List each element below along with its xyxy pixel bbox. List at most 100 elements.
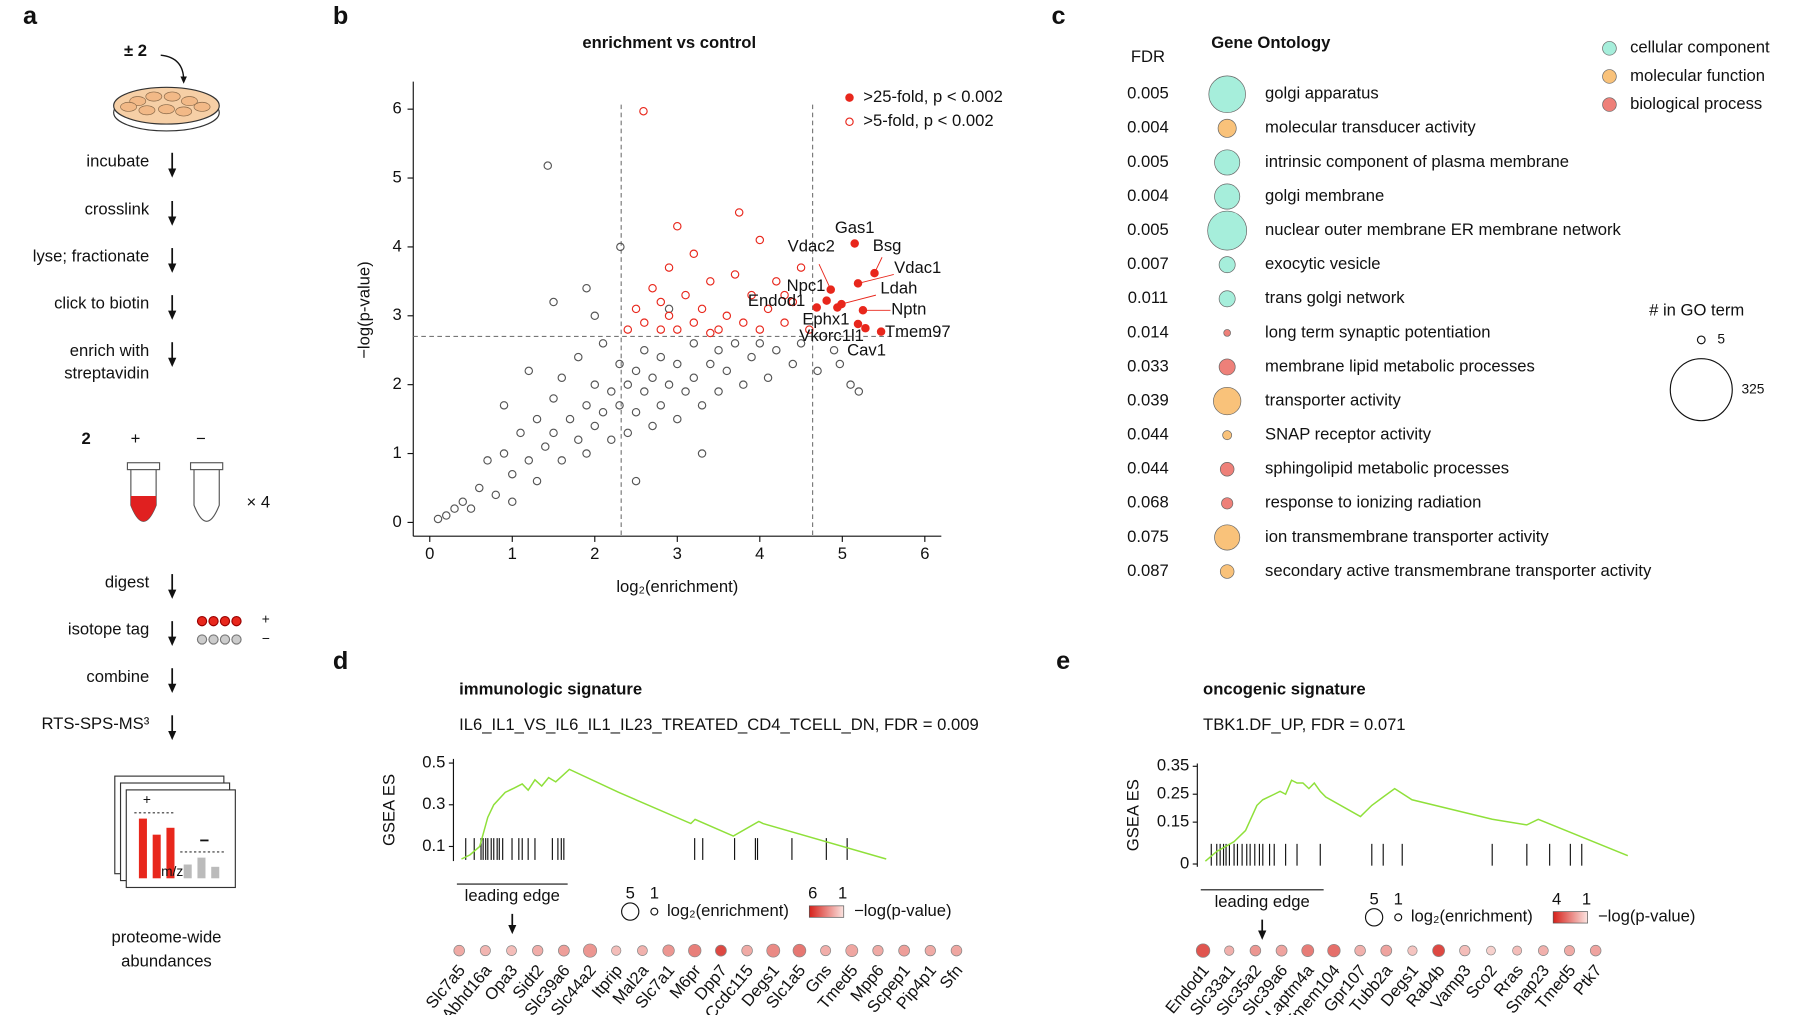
spectrum-bar <box>138 818 147 879</box>
point <box>755 339 765 348</box>
fdr-value: 0.004 <box>1127 118 1169 137</box>
point <box>615 359 624 369</box>
point <box>681 290 690 300</box>
y-tick-label: 3 <box>393 305 402 324</box>
tag-dot <box>208 634 219 645</box>
point <box>582 449 591 458</box>
gene-dot <box>741 944 753 957</box>
point <box>747 352 756 362</box>
point <box>648 283 657 293</box>
y-tick-label: 0 <box>393 512 402 531</box>
x-tick-label: 3 <box>673 544 682 563</box>
point <box>549 297 558 307</box>
chart-subtitle: TBK1.DF_UP, FDR = 0.071 <box>1203 715 1406 734</box>
point <box>673 414 682 424</box>
gene-dot <box>845 944 859 957</box>
gene-label: Sfn <box>936 961 967 992</box>
color-legend-value: 6 <box>808 884 817 903</box>
point <box>664 263 674 272</box>
y-tick-label: 0.35 <box>1157 756 1189 775</box>
chart-title: oncogenic signature <box>1203 679 1366 698</box>
y-tick-label: 0.3 <box>422 794 445 813</box>
point <box>755 235 765 245</box>
point-label: Npc1 <box>787 276 826 295</box>
spectrum-minus: − <box>199 831 209 850</box>
spectrum-bar <box>183 864 192 879</box>
point <box>524 366 534 376</box>
legend-label: biological process <box>1630 94 1762 113</box>
point <box>640 318 649 327</box>
color-legend-label: −log(p-value) <box>854 901 952 920</box>
bubble <box>1219 462 1235 477</box>
point-label: Vkorc1l1 <box>799 326 864 345</box>
point <box>532 476 542 486</box>
point <box>450 504 459 513</box>
point <box>697 449 707 458</box>
bubble <box>1208 75 1246 113</box>
tag-dot <box>196 634 208 645</box>
y-axis-label: −log(p-value) <box>354 261 373 359</box>
bubble <box>1214 183 1241 210</box>
gene-dot <box>1564 945 1575 957</box>
color-legend-bar <box>808 905 845 918</box>
gene-dot <box>924 945 936 957</box>
fdr-value: 0.075 <box>1127 527 1169 546</box>
point <box>442 511 451 520</box>
point <box>631 476 641 486</box>
chart-title: Gene Ontology <box>1211 33 1331 52</box>
output-label: abundances <box>121 951 212 970</box>
gene-dot <box>662 944 675 957</box>
size-legend-label: log₂(enrichment) <box>1411 907 1533 926</box>
size-legend-value: 5 <box>626 884 635 903</box>
fdr-value: 0.033 <box>1127 356 1169 375</box>
es-line <box>1204 779 1629 862</box>
point-label: Vdac1 <box>894 258 941 277</box>
term-label: molecular transducer activity <box>1265 118 1476 137</box>
point <box>590 421 600 431</box>
point <box>755 325 765 334</box>
y-tick-label: 0 <box>1180 853 1189 872</box>
color-legend-bar <box>1552 911 1588 924</box>
gene-dot <box>1275 944 1288 957</box>
point <box>714 345 723 355</box>
leader-line <box>841 294 877 305</box>
point <box>648 421 657 431</box>
fdr-value: 0.005 <box>1127 84 1169 103</box>
term-label: trans golgi network <box>1265 288 1405 307</box>
tag-dot <box>231 634 242 645</box>
fdr-value: 0.007 <box>1127 254 1169 273</box>
gene-dot <box>583 943 598 958</box>
point-label: Endod1 <box>748 291 805 310</box>
point <box>557 456 567 465</box>
size-legend-label: 325 <box>1741 381 1764 396</box>
point <box>549 394 558 403</box>
point <box>574 352 583 362</box>
x-tick-label: 2 <box>590 544 599 563</box>
tube-cap <box>126 462 161 471</box>
term-label: long term synaptic potentiation <box>1265 322 1491 341</box>
tag-minus: − <box>262 631 270 646</box>
cell <box>120 101 137 112</box>
legend-label: molecular function <box>1630 66 1765 85</box>
size-legend-marker <box>1394 913 1403 922</box>
point <box>656 352 666 362</box>
term-label: intrinsic component of plasma membrane <box>1265 152 1569 171</box>
point <box>656 297 666 307</box>
step-label: RTS-SPS-MS³ <box>41 714 149 733</box>
chart-title: enrichment vs control <box>582 33 756 52</box>
point <box>689 249 699 259</box>
point <box>598 407 608 417</box>
cell <box>175 106 193 117</box>
step-label: incubate <box>86 151 149 170</box>
point <box>747 290 756 300</box>
tag-dot <box>208 615 219 627</box>
point <box>475 483 484 493</box>
y-tick-label: 2 <box>393 374 402 393</box>
gene-dot <box>1354 944 1366 957</box>
term-label: exocytic vesicle <box>1265 254 1380 273</box>
gene-dot <box>872 945 884 957</box>
fdr-value: 0.068 <box>1127 493 1169 512</box>
point <box>623 380 633 389</box>
y-tick-label: 0.15 <box>1157 812 1189 831</box>
x-tick-label: 5 <box>838 544 847 563</box>
